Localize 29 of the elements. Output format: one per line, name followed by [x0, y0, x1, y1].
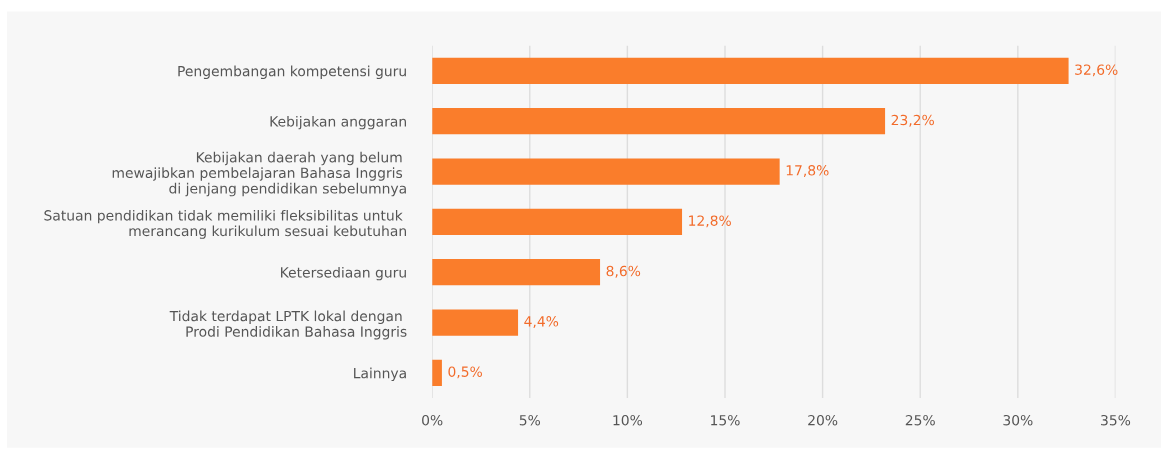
y-tick-label: Ketersediaan guru [281, 266, 406, 281]
x-tick-label: 30% [1003, 414, 1033, 426]
bar [432, 359, 442, 386]
data-label: 0,5% [448, 366, 482, 379]
x-tick-label: 0% [422, 414, 443, 426]
x-tick-label: 10% [613, 414, 643, 426]
data-label: 8,6% [606, 265, 641, 278]
data-label: 17,8% [786, 165, 829, 177]
x-tick-label: 25% [905, 414, 935, 426]
bar [432, 309, 519, 336]
y-tick-label: Satuan pendidikan tidak memiliki fleksibilitas untuk merancang kurikulum sesuai kebutuhan [44, 209, 406, 239]
bar [432, 158, 780, 185]
y-tick-label: Kebijakan daerah yang belum mewajibkan pembelajaran Bahasa Inggris di jenjang pendidikan sebelumnya [112, 151, 406, 197]
bar [432, 57, 1069, 84]
data-label: 32,6% [1075, 64, 1118, 77]
x-tick-label: 35% [1101, 414, 1131, 426]
y-tick-label: Pengembangan kompetensi guru [178, 65, 406, 80]
x-tick-label: 20% [808, 414, 838, 426]
data-label: 23,2% [891, 114, 934, 127]
data-label: 4,4% [524, 316, 559, 328]
bar [432, 259, 601, 286]
x-tick-label: 15% [711, 414, 740, 426]
y-tick-label: Tidak terdapat LPTK lokal dengan Prodi Pendidikan Bahasa Inggris [169, 310, 407, 340]
y-tick-label: Kebijakan anggaran [270, 115, 406, 130]
bar [432, 108, 886, 135]
x-tick-label: 5% [519, 414, 541, 426]
data-label: 12,8% [689, 215, 731, 228]
bar [432, 208, 683, 235]
y-tick-label: Lainnya [354, 367, 406, 382]
